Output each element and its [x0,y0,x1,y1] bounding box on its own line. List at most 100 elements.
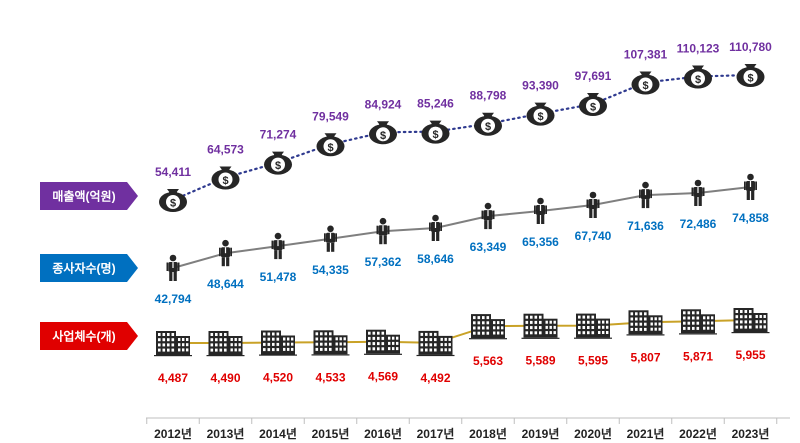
data-label-companies-5: 4,492 [420,371,450,385]
point-sales-8: $ [579,93,607,116]
x-tick-label-7: 2019년 [522,427,560,441]
data-label-sales-2: 71,274 [260,128,297,142]
point-companies-3 [311,330,350,356]
data-label-workers-11: 74,858 [732,211,769,225]
point-workers-4 [376,217,390,245]
series-name-sales: 매출액(억원) [52,189,115,204]
data-label-workers-2: 51,478 [260,270,297,284]
data-label-sales-0: 54,411 [155,165,191,179]
svg-text:$: $ [432,129,438,141]
data-label-sales-5: 85,246 [417,97,454,111]
point-workers-11 [744,173,757,200]
series-name-workers: 종사자수(명) [52,261,115,276]
x-tick-label-10: 2022년 [679,427,717,441]
x-axis: 2012년 2013년 2014년 2015년 2016년 2017년 2018년 2019년… [146,417,790,441]
svg-text:$: $ [275,160,281,172]
svg-text:$: $ [695,74,701,86]
data-label-sales-6: 88,798 [470,89,507,103]
point-sales-10: $ [684,65,712,89]
data-label-sales-7: 93,390 [522,79,559,93]
data-label-workers-6: 63,349 [470,240,507,254]
data-label-sales-1: 64,573 [207,143,244,157]
data-label-sales-4: 84,924 [365,97,402,111]
point-workers-0 [166,254,180,281]
point-sales-7: $ [526,102,555,126]
data-label-companies-6: 5,563 [473,354,503,368]
svg-text:$: $ [380,130,386,142]
data-label-companies-3: 4,533 [315,370,345,384]
x-tick-label-9: 2021년 [627,427,665,441]
point-sales-5: $ [421,120,450,144]
point-companies-6 [469,314,507,340]
data-label-workers-0: 42,794 [155,292,192,306]
point-workers-3 [324,225,337,252]
point-sales-4: $ [369,121,397,145]
point-companies-4 [364,329,402,355]
svg-text:$: $ [590,102,596,114]
svg-text:$: $ [222,175,228,187]
data-label-workers-3: 54,335 [312,263,349,277]
point-companies-0 [154,331,192,357]
point-sales-9: $ [631,71,660,95]
x-tick-label-8: 2020년 [574,427,612,441]
data-label-workers-10: 72,486 [680,217,717,231]
x-tick-label-4: 2016년 [364,427,402,441]
point-sales-2: $ [264,151,292,175]
data-label-companies-8: 5,595 [578,354,608,368]
series-name-companies: 사업체수(개) [52,329,115,344]
x-tick-label-3: 2015년 [312,427,350,441]
point-workers-6 [481,202,495,230]
data-label-workers-7: 65,356 [522,235,559,249]
point-companies-5 [416,330,455,357]
svg-text:$: $ [747,73,753,85]
x-tick-label-5: 2017년 [417,427,455,441]
svg-text:$: $ [485,121,491,133]
x-tick-label-1: 2013년 [207,427,245,441]
data-label-sales-8: 97,691 [575,69,612,83]
data-label-sales-10: 110,123 [677,42,720,56]
point-companies-2 [259,330,297,356]
data-label-companies-7: 5,589 [525,354,555,368]
x-tick-label-11: 2023년 [732,427,770,441]
point-workers-7 [534,197,547,224]
x-tick-label-6: 2018년 [469,427,507,441]
point-companies-11 [731,308,770,334]
data-label-sales-3: 79,549 [312,109,349,123]
data-label-companies-11: 5,955 [735,348,765,362]
data-label-workers-8: 67,740 [575,229,612,243]
data-label-sales-9: 107,381 [624,48,668,62]
data-label-workers-4: 57,362 [365,255,402,269]
data-label-companies-9: 5,807 [630,350,660,364]
svg-text:$: $ [170,198,176,210]
point-sales-6: $ [474,112,502,136]
point-workers-10 [691,179,705,206]
point-companies-10 [679,309,717,335]
data-label-companies-10: 5,871 [683,349,713,363]
data-label-workers-5: 58,646 [417,252,454,266]
data-labels: 54,411 64,573 71,274 79,549 84,924 85,246 88,7… [155,40,773,385]
point-sales-3: $ [316,133,345,157]
point-sales-1: $ [211,166,240,190]
point-workers-1 [219,239,232,267]
svg-text:$: $ [537,111,543,123]
point-companies-8 [574,313,612,339]
x-tick-label-0: 2012년 [154,427,192,441]
series-tag-sales: 매출액(억원) [40,182,138,210]
series-tag-workers: 종사자수(명) [40,254,138,282]
series-icons: $ $ $ $ $ $ $ $ $ $ $ $ [154,64,770,357]
point-workers-9 [639,181,652,209]
data-label-companies-4: 4,569 [368,370,398,384]
point-sales-11: $ [736,64,765,87]
series-lines [171,73,752,344]
series-tags: 매출액(억원) 종사자수(명) 사업체수(개) [40,182,138,350]
series-line-workers [172,186,751,269]
data-label-workers-1: 48,644 [207,277,244,291]
point-companies-1 [206,331,245,357]
data-label-workers-9: 71,636 [627,219,664,233]
data-label-companies-2: 4,520 [263,371,293,385]
data-label-companies-1: 4,490 [210,371,240,385]
point-workers-2 [271,232,285,260]
series-tag-companies: 사업체수(개) [40,322,138,350]
svg-text:$: $ [327,142,333,154]
